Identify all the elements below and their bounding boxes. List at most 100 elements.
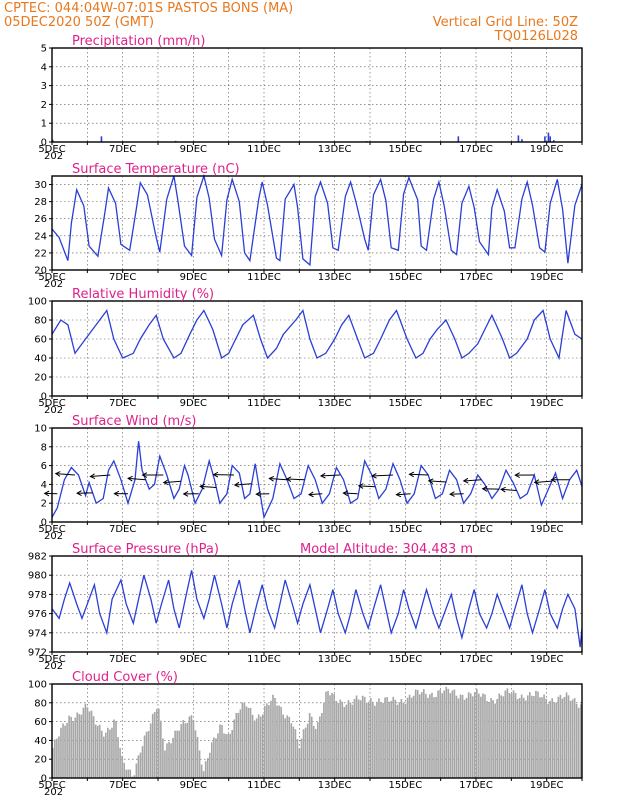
wind-xtick-label: 11DEC — [247, 524, 281, 535]
pressure-ytick-label: 974 — [28, 628, 47, 639]
rh-xtick-label: 9DEC — [180, 398, 207, 409]
cloud-bar — [74, 717, 77, 778]
cloud-bar — [151, 713, 154, 778]
cloud-bar — [223, 733, 225, 778]
cloud-bar — [78, 714, 81, 778]
cloud-bar — [170, 743, 172, 778]
wind-ytick-label: 6 — [41, 461, 47, 472]
rh-xtick-label: 13DEC — [318, 398, 352, 409]
cloud-bar — [64, 725, 66, 778]
pressure-ytick-label: 972 — [28, 648, 47, 659]
wind-arrowhead — [550, 476, 557, 483]
cloud-bar — [465, 697, 468, 778]
cloud-bar — [384, 697, 386, 778]
cloud-bar — [337, 702, 340, 778]
wind-xtick-label: 9DEC — [180, 524, 207, 535]
cloud-bar — [155, 709, 158, 778]
cloud-bar — [357, 699, 360, 778]
cloud-bar — [317, 722, 319, 778]
cloud-bar — [143, 735, 146, 778]
cloud-xtick-label: 9DEC — [180, 780, 207, 791]
cloud-bar — [149, 723, 152, 778]
cloud-bar — [402, 702, 405, 778]
pressure-ytick-label: 976 — [28, 609, 47, 620]
cloud-bar — [312, 725, 315, 778]
pressure-ytick-label: 978 — [28, 590, 47, 601]
cloud-bar — [372, 701, 374, 778]
precip-bar — [549, 136, 551, 142]
pressure-xtick-label: 19DEC — [530, 654, 564, 665]
cloud-bar — [363, 696, 366, 778]
precip-year-label: 202 — [44, 151, 63, 162]
cloud-bar — [488, 701, 490, 778]
cloud-bar — [526, 695, 529, 778]
cloud-bar — [510, 693, 513, 778]
cloud-bar — [284, 718, 287, 778]
precip-xtick-label: 11DEC — [247, 144, 281, 155]
precip-title: Precipitation (mm/h) — [72, 34, 205, 49]
cloud-bar — [188, 716, 191, 778]
cloud-bar — [247, 707, 250, 778]
cloud-bar — [294, 729, 297, 778]
wind-arrowhead — [285, 476, 292, 482]
cloud-bar — [56, 738, 58, 778]
wind-arrow — [163, 480, 182, 484]
pressure-ytick-label: 980 — [28, 571, 47, 582]
pressure-panel: 972 974 976 978 980 982 5DEC 7DEC 9DEC 11DEC 13DEC… — [28, 542, 583, 672]
cloud-bar — [329, 695, 331, 778]
pressure-xtick-label: 9DEC — [180, 654, 207, 665]
cloud-bar — [553, 702, 556, 778]
precip-panel: 0 1 2 3 4 5 5DEC 7DEC 9DEC 11DEC 13DEC 15DEC 17DEC 19… — [38, 34, 583, 162]
cloud-bar — [68, 715, 70, 778]
cloud-bar — [245, 706, 248, 778]
cloud-bar — [178, 730, 181, 778]
cloud-bar — [231, 730, 234, 778]
precip-bar — [457, 136, 460, 142]
cloud-bar — [300, 738, 303, 778]
cloud-bar — [251, 714, 254, 778]
cloud-bar — [217, 733, 219, 778]
cloud-bar — [508, 693, 511, 778]
cloud-bar — [135, 763, 138, 778]
cloud-bar — [92, 716, 95, 778]
cloud-bar — [437, 690, 439, 778]
cloud-bar — [184, 723, 187, 778]
cloud-bar — [529, 692, 531, 778]
cloud-bar — [331, 692, 333, 778]
cloud-bar — [190, 715, 193, 778]
cloud-bar — [102, 736, 105, 778]
cloud-bar — [115, 720, 117, 778]
rh-series-line — [51, 309, 583, 361]
cloud-bar — [516, 699, 519, 778]
temp-xtick-label: 17DEC — [459, 272, 493, 283]
cloud-bar — [420, 692, 423, 778]
wind-arrowhead — [408, 471, 415, 478]
cloud-bar — [261, 714, 264, 778]
cloud-bar — [76, 712, 79, 778]
cloud-bar — [94, 724, 97, 778]
cloud-bar — [54, 739, 56, 778]
cloud-bar — [361, 695, 364, 778]
cloud-bar — [241, 702, 244, 778]
cloud-bar — [176, 730, 178, 778]
cloud-bar — [327, 691, 329, 778]
cloud-bar — [404, 703, 407, 778]
cloud-bar — [567, 695, 570, 778]
rh-xtick-label: 11DEC — [247, 398, 281, 409]
cloud-bar — [492, 700, 494, 778]
cloud-bar — [127, 769, 130, 778]
cloud-bar — [461, 694, 464, 778]
temp-ytick-label: 30 — [34, 180, 47, 191]
cloud-title: Cloud Cover (%) — [72, 670, 178, 685]
cloud-bar — [180, 724, 183, 778]
cloud-bar — [200, 764, 203, 778]
cloud-bar — [314, 729, 317, 778]
cloud-bar — [400, 698, 403, 778]
cloud-bar — [551, 698, 554, 778]
cloud-bar — [498, 693, 501, 778]
cloud-bar — [211, 742, 213, 778]
cloud-bar — [359, 700, 362, 778]
cloud-bar — [125, 769, 128, 778]
cloud-bar — [431, 692, 433, 778]
cloud-bar — [575, 703, 578, 778]
